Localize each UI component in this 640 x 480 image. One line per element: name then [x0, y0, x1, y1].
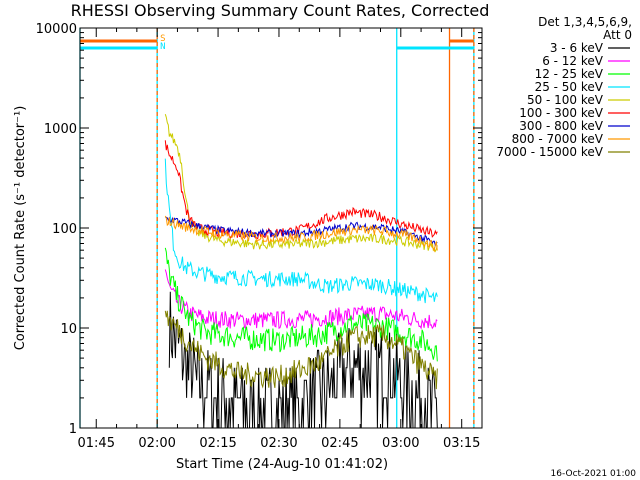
- legend-entry-label: 12 - 25 keV: [535, 67, 604, 81]
- series-line: [164, 247, 438, 362]
- x-tick-label: 03:15: [443, 436, 480, 451]
- series-line: [164, 269, 438, 330]
- x-tick-label: 02:00: [138, 436, 175, 451]
- chart-title: RHESSI Observing Summary Count Rates, Co…: [71, 1, 490, 20]
- y-tick-label: 1: [69, 422, 77, 437]
- x-tick-label: 02:30: [260, 436, 297, 451]
- flag-label-s: S: [160, 34, 165, 44]
- y-tick-label: 1000: [44, 122, 77, 137]
- y-tick-label: 100: [52, 222, 77, 237]
- x-axis-label: Start Time (24-Aug-10 01:41:02): [176, 457, 388, 472]
- marker-lines: SN: [79, 28, 475, 428]
- legend-entry-label: 300 - 800 keV: [519, 119, 603, 133]
- legend-entry-label: 100 - 300 keV: [519, 106, 603, 120]
- y-axis-label: Corrected Count Rate (s⁻¹ detector⁻¹): [13, 106, 28, 351]
- legend-entry-label: 50 - 100 keV: [527, 93, 604, 107]
- legend-header-line-2: Att 0: [603, 28, 632, 42]
- x-tick-label: 01:45: [78, 436, 115, 451]
- legend-entry-label: 3 - 6 keV: [550, 41, 604, 55]
- series-line: [164, 310, 438, 390]
- x-tick-label: 03:00: [382, 436, 419, 451]
- series-line: [165, 216, 438, 248]
- legend-entry-label: 25 - 50 keV: [535, 80, 604, 94]
- legend-header-line-1: Det 1,3,4,5,6,9,: [538, 15, 632, 29]
- series-line: [164, 114, 438, 253]
- flag-label-n: N: [160, 42, 165, 52]
- x-tick-label: 02:45: [321, 436, 358, 451]
- x-tick-label: 02:15: [199, 436, 236, 451]
- series-line: [164, 215, 438, 253]
- y-tick-label: 10000: [36, 22, 77, 37]
- y-tick-label: 10: [60, 322, 77, 337]
- legend-entry-label: 6 - 12 keV: [542, 54, 604, 68]
- legend-entry-label: 800 - 7000 keV: [512, 132, 604, 146]
- footer-timestamp: 16-Oct-2021 01:00: [551, 469, 637, 479]
- series-line: [164, 158, 438, 304]
- legend-entry-label: 7000 - 15000 keV: [496, 145, 603, 159]
- axes: 1 10 100 1000 10000 01:45 02:00 02:15 02:30 02:45…: [36, 22, 483, 451]
